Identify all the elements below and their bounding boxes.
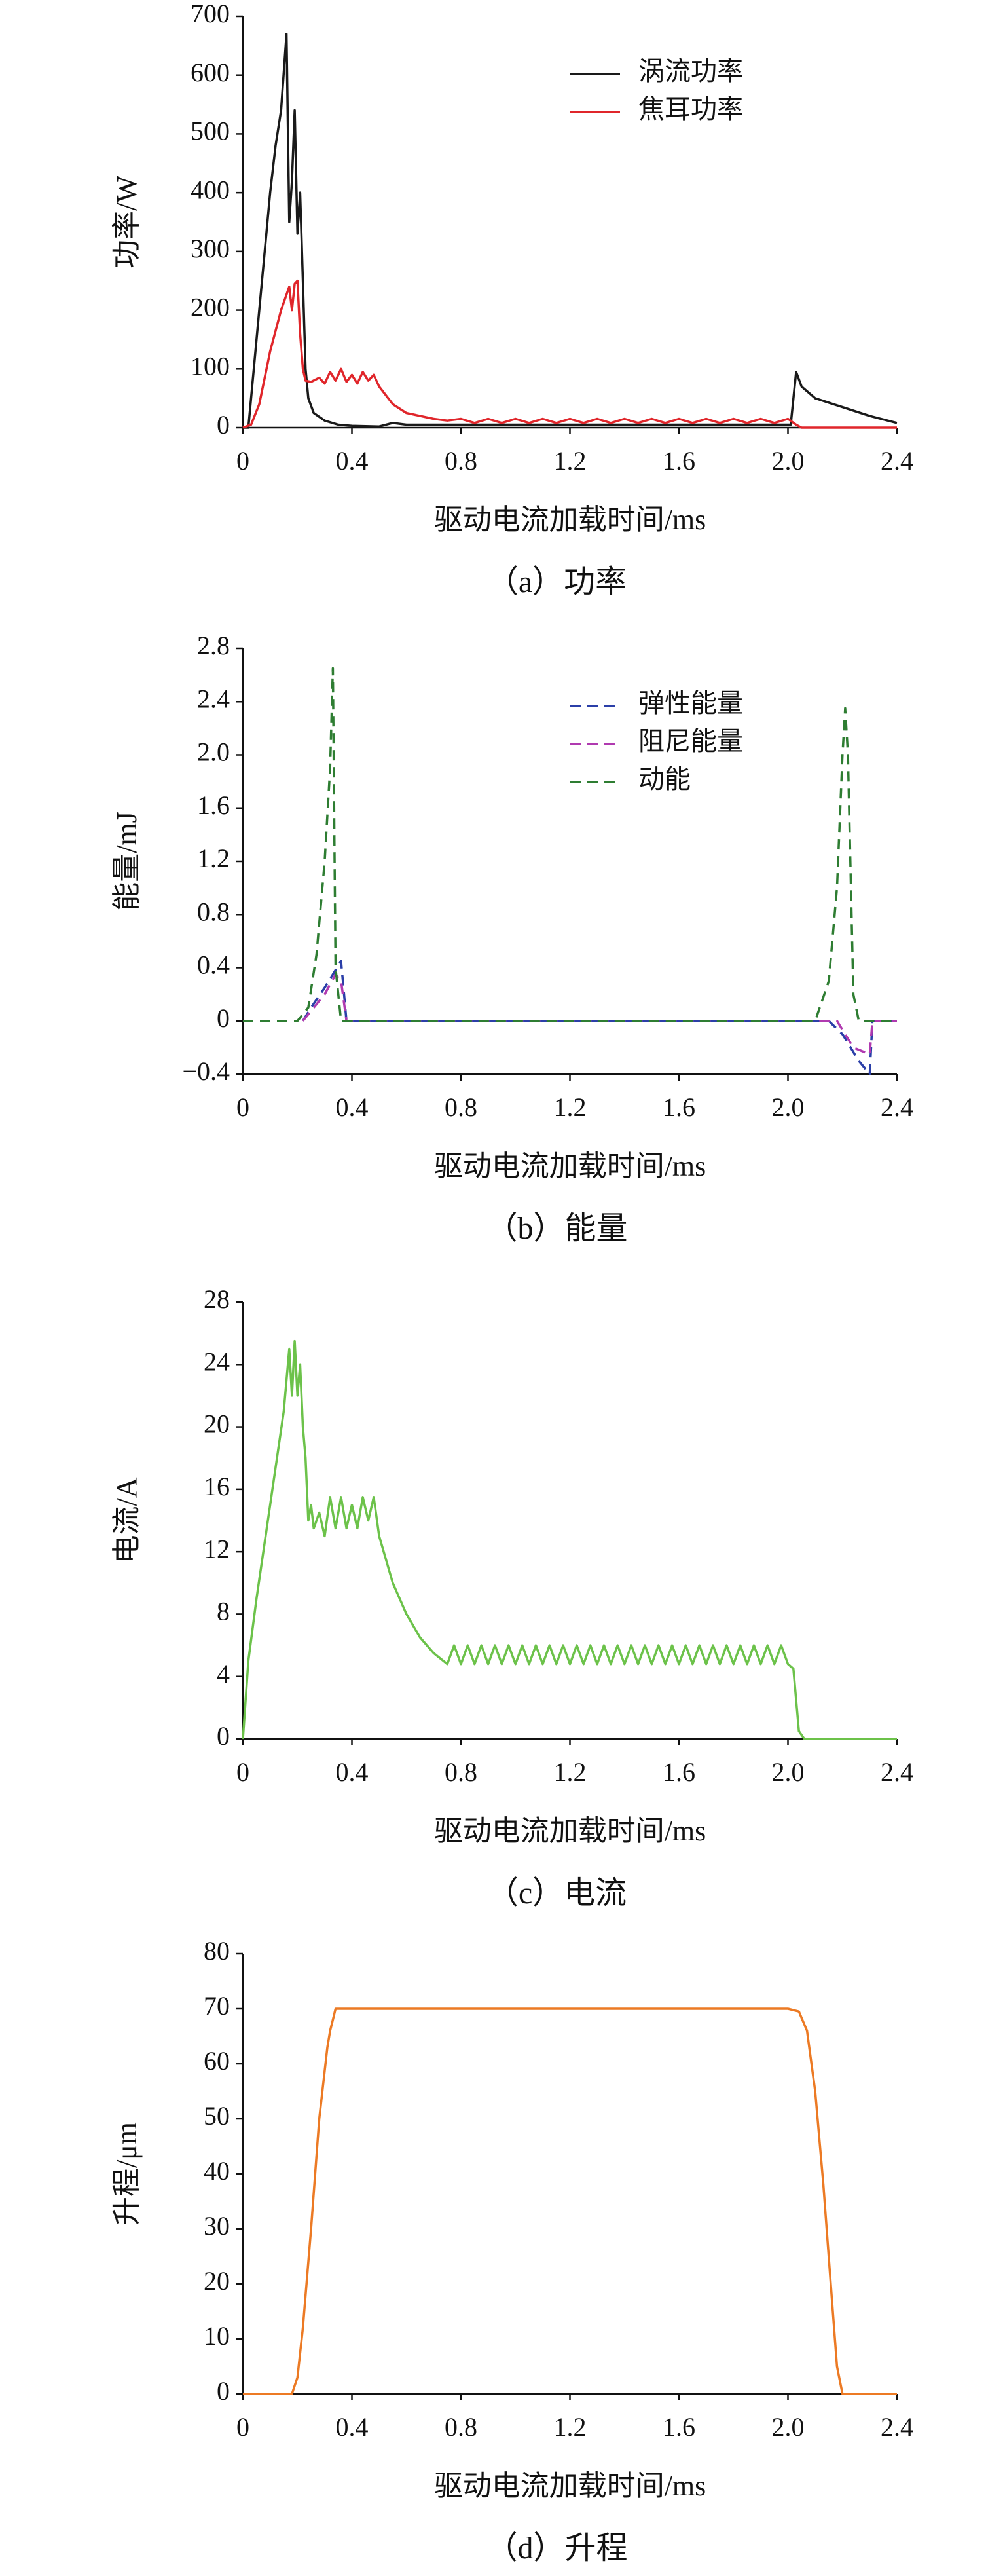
x-tick-label: 0: [236, 446, 249, 476]
y-tick-label: 30: [204, 2211, 230, 2241]
y-tick-label: 80: [204, 1936, 230, 1966]
x-tick-label: 2.4: [881, 2412, 913, 2442]
y-axis-title: 能量/mJ: [111, 812, 143, 911]
data-line: [242, 1339, 897, 1740]
y-tick-label: 24: [204, 1347, 230, 1376]
x-tick-label: 0.4: [336, 1757, 369, 1787]
x-tick-label: 1.2: [554, 1092, 587, 1122]
panel-caption: （d）升程: [486, 2531, 627, 2566]
y-tick-label: 400: [191, 175, 230, 204]
data-line: [243, 667, 897, 1022]
x-tick-label: 0.4: [336, 1092, 369, 1122]
data-line: [242, 279, 897, 429]
y-tick-label: 700: [191, 0, 230, 28]
x-axis-title: 驱动电流加载时间/ms: [434, 504, 706, 536]
y-tick-label: 70: [204, 1991, 230, 2021]
y-tick-label: 0.8: [197, 897, 230, 926]
y-tick-label: −0.4: [182, 1056, 230, 1086]
x-tick-label: 2.0: [772, 1092, 805, 1122]
y-tick-label: 8: [217, 1597, 230, 1626]
y-tick-label: 2.8: [197, 631, 230, 660]
y-tick-label: 60: [204, 2046, 230, 2076]
y-tick-label: 10: [204, 2321, 230, 2351]
y-tick-label: 2.0: [197, 737, 230, 767]
x-tick-label: 0.8: [445, 2412, 477, 2442]
y-axis-title: 升程/μm: [111, 2122, 143, 2226]
x-tick-label: 1.6: [663, 446, 695, 476]
x-tick-label: 2.4: [881, 1092, 913, 1122]
data-line: [302, 973, 897, 1056]
x-tick-label: 1.6: [663, 1757, 695, 1787]
y-tick-label: 0: [217, 1003, 230, 1033]
x-tick-label: 1.6: [663, 2412, 695, 2442]
y-tick-label: 20: [204, 2266, 230, 2296]
legend-label: 动能: [638, 764, 691, 794]
y-tick-label: 28: [204, 1284, 230, 1314]
x-axis-title: 驱动电流加载时间/ms: [434, 1150, 706, 1182]
y-tick-label: 12: [204, 1534, 230, 1563]
y-tick-label: 500: [191, 117, 230, 146]
legend-label: 焦耳功率: [638, 94, 743, 124]
data-line: [302, 960, 897, 1075]
legend-label: 弹性能量: [638, 688, 743, 718]
x-tick-label: 2.4: [881, 446, 913, 476]
x-tick-label: 2.0: [772, 1757, 805, 1787]
x-tick-label: 1.2: [554, 2412, 587, 2442]
x-tick-label: 1.2: [554, 446, 587, 476]
y-tick-label: 200: [191, 293, 230, 322]
x-tick-label: 1.6: [663, 1092, 695, 1122]
data-line: [243, 33, 898, 429]
legend-label: 涡流功率: [638, 56, 743, 86]
x-tick-label: 0: [236, 2412, 249, 2442]
y-tick-label: 0.4: [197, 950, 230, 980]
x-tick-label: 0.8: [445, 446, 477, 476]
x-tick-label: 0.4: [336, 2412, 369, 2442]
y-tick-label: 300: [191, 234, 230, 263]
y-tick-label: 4: [217, 1659, 230, 1689]
panel-caption: （c）电流: [487, 1876, 627, 1911]
x-tick-label: 0: [236, 1757, 249, 1787]
y-tick-label: 0: [217, 410, 230, 439]
y-tick-label: 20: [204, 1409, 230, 1439]
data-line: [243, 2007, 897, 2395]
y-tick-label: 40: [204, 2156, 230, 2186]
x-tick-label: 0.4: [336, 446, 369, 476]
y-axis-title: 电流/A: [111, 1477, 143, 1563]
y-tick-label: 0: [217, 1721, 230, 1751]
x-tick-label: 0.8: [445, 1092, 477, 1122]
y-tick-label: 50: [204, 2101, 230, 2131]
y-axis-title: 功率/W: [111, 176, 143, 269]
y-tick-label: 16: [204, 1472, 230, 1501]
panel-caption: （a）功率: [487, 565, 627, 599]
y-tick-label: 100: [191, 351, 230, 381]
panel-caption: （b）能量: [486, 1211, 627, 1246]
x-tick-label: 2.0: [772, 2412, 805, 2442]
x-axis-title: 驱动电流加载时间/ms: [434, 2470, 706, 2502]
y-tick-label: 0: [217, 2376, 230, 2406]
y-tick-label: 1.6: [197, 791, 230, 820]
x-tick-label: 0.8: [445, 1757, 477, 1787]
y-tick-label: 2.4: [197, 684, 230, 713]
legend-label: 阻尼能量: [638, 726, 743, 756]
x-tick-label: 2.4: [881, 1757, 913, 1787]
y-tick-label: 600: [191, 58, 230, 87]
x-tick-label: 0: [236, 1092, 249, 1122]
x-axis-title: 驱动电流加载时间/ms: [434, 1815, 706, 1847]
x-tick-label: 2.0: [772, 446, 805, 476]
y-tick-label: 1.2: [197, 844, 230, 873]
x-tick-label: 1.2: [554, 1757, 587, 1787]
